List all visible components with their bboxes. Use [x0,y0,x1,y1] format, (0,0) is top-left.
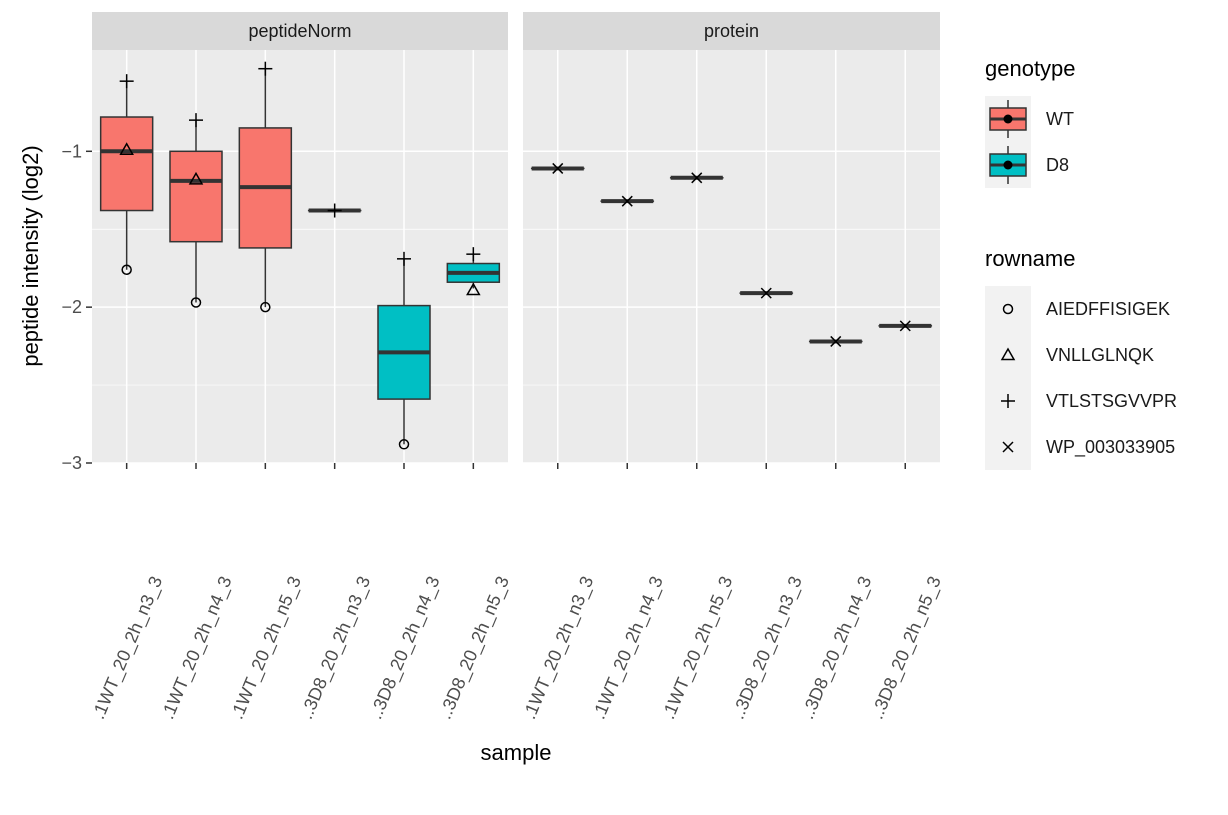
facet-label: protein [704,21,759,41]
legend-key-cross [1002,441,1014,453]
x-tick-label: .1WT_20_2h_n3_3 [88,573,167,722]
point-plus [189,113,203,128]
x-tick-label: ..3D8_20_2h_n5_3 [435,573,514,722]
x-tick-label: ..3D8_20_2h_n3_3 [296,573,375,722]
legend-key-bg [985,332,1031,378]
legend-title-genotype: genotype [985,56,1076,81]
box-1WT_20_2h_n3_3 [99,81,154,270]
y-tick-label: −3 [61,453,82,473]
panel-background [523,50,940,463]
point-cross [830,335,842,347]
point-cross [760,287,772,299]
point-cross [552,162,564,174]
facet-protein: protein .1WT_20_2h_n3_3.1WT_20_2h_n4_3.1W… [519,12,946,722]
point-circle [398,439,410,450]
legend-label-VTLSTSGVVPR: VTLSTSGVVPR [1046,391,1177,411]
legend: genotype WT D8 rowname AIEDFFISIGEK VNLLGLNQK… [985,56,1177,470]
point-cross [899,320,911,332]
x-axis-title: sample [481,740,552,765]
x-tick-label: ..3D8_20_2h_n4_3 [365,573,444,722]
point-circle [260,301,271,313]
legend-label-D8: D8 [1046,155,1069,175]
legend-key-D8 [985,142,1031,188]
point-triangle [466,282,481,296]
legend-key-bg [985,286,1031,332]
box-1WT_20_2h_n5_3 [238,68,293,308]
box-1WT_20_2h_n4_3 [169,120,223,303]
legend-key-WT [985,96,1031,142]
legend-label-AIEDFFISIGEK: AIEDFFISIGEK [1046,299,1170,319]
facet-strip [523,12,940,50]
box-3D8_20_2h_n4_3 [377,258,431,445]
point-circle [121,264,132,275]
point-cross [691,172,703,184]
legend-key-circle [1002,303,1014,315]
legend-label-WP_003033905: WP_003033905 [1046,437,1175,458]
point-plus [466,247,481,262]
legend-key-triangle [1000,347,1016,361]
legend-label-WT: WT [1046,109,1074,129]
facet-peptideNorm: peptideNorm .1WT_20_2h_n3_3.1WT_20_2h_n4_… [88,12,514,722]
x-tick-label: .1WT_20_2h_n5_3 [227,573,306,722]
point-plus [119,74,134,89]
x-tick-label: ..3D8_20_2h_n4_3 [797,573,876,722]
point-plus [258,61,273,76]
point-triangle [188,171,204,185]
point-circle [190,297,202,308]
x-tick-label: .1WT_20_2h_n3_3 [519,573,598,722]
x-tick-label: .1WT_20_2h_n5_3 [658,573,737,722]
box-body [169,150,223,243]
x-tick-label: ..3D8_20_2h_n5_3 [867,573,946,722]
y-axis: −1 −2 −3 [61,141,92,473]
panel-background [92,50,508,463]
facet-label: peptideNorm [248,21,351,41]
x-tick-label: ..3D8_20_2h_n3_3 [728,573,807,722]
legend-title-rowname: rowname [985,246,1075,271]
y-axis-title: peptide intensity (log2) [18,145,43,366]
facet-strip [92,12,508,50]
y-tick-label: −1 [61,141,82,161]
point-triangle [119,142,134,155]
x-tick-label: .1WT_20_2h_n4_3 [157,573,236,722]
box-3D8_20_2h_n5_3 [446,254,501,289]
box-body [99,116,154,212]
point-plus [397,251,411,266]
point-cross [621,195,633,207]
legend-key-plus [1001,394,1015,408]
legend-label-VNLLGLNQK: VNLLGLNQK [1046,345,1154,365]
x-tick-label: .1WT_20_2h_n4_3 [589,573,668,722]
y-tick-label: −2 [61,297,82,317]
point-plus [327,203,342,218]
